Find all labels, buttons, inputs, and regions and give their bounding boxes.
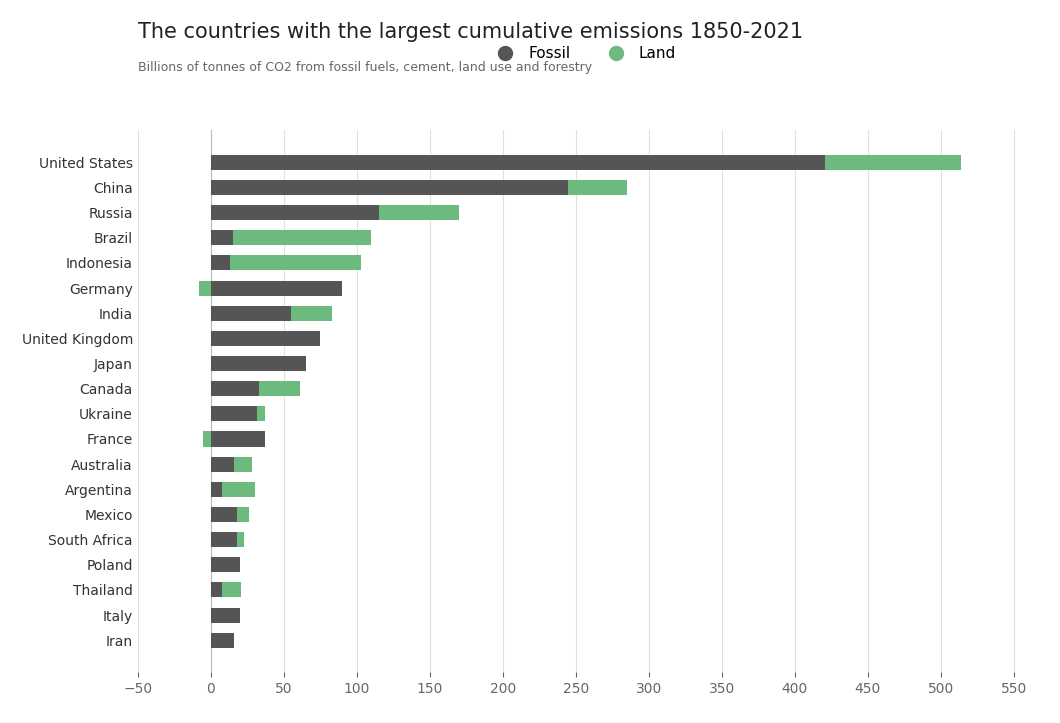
Bar (223, 482, 254, 497)
Bar (211, 633, 234, 648)
Bar (211, 230, 233, 245)
Bar (211, 255, 230, 270)
Bar (204, 432, 211, 447)
Bar (211, 582, 223, 597)
Bar (211, 155, 826, 170)
Bar (211, 457, 234, 471)
Bar (237, 532, 245, 547)
Bar (211, 532, 237, 547)
Bar (211, 432, 265, 447)
Bar (211, 406, 258, 422)
Bar (211, 281, 342, 296)
Text: The countries with the largest cumulative emissions 1850-2021: The countries with the largest cumulativ… (138, 22, 802, 42)
Bar (223, 582, 242, 597)
Bar (826, 155, 961, 170)
Bar (378, 205, 459, 221)
Bar (259, 381, 300, 396)
Bar (211, 482, 223, 497)
Bar (234, 457, 251, 471)
Bar (258, 406, 265, 422)
Bar (230, 255, 361, 270)
Bar (211, 180, 568, 195)
Bar (211, 331, 320, 346)
Bar (211, 356, 305, 371)
Bar (211, 557, 240, 573)
Bar (211, 381, 259, 396)
Bar (292, 306, 332, 321)
Bar (211, 306, 292, 321)
Text: Billions of tonnes of CO2 from fossil fuels, cement, land use and forestry: Billions of tonnes of CO2 from fossil fu… (138, 61, 591, 74)
Bar (211, 205, 378, 221)
Bar (233, 230, 371, 245)
Legend: Fossil, Land: Fossil, Land (483, 40, 683, 67)
Bar (199, 281, 211, 296)
Bar (211, 507, 237, 522)
Bar (237, 507, 249, 522)
Bar (568, 180, 626, 195)
Bar (211, 607, 240, 623)
